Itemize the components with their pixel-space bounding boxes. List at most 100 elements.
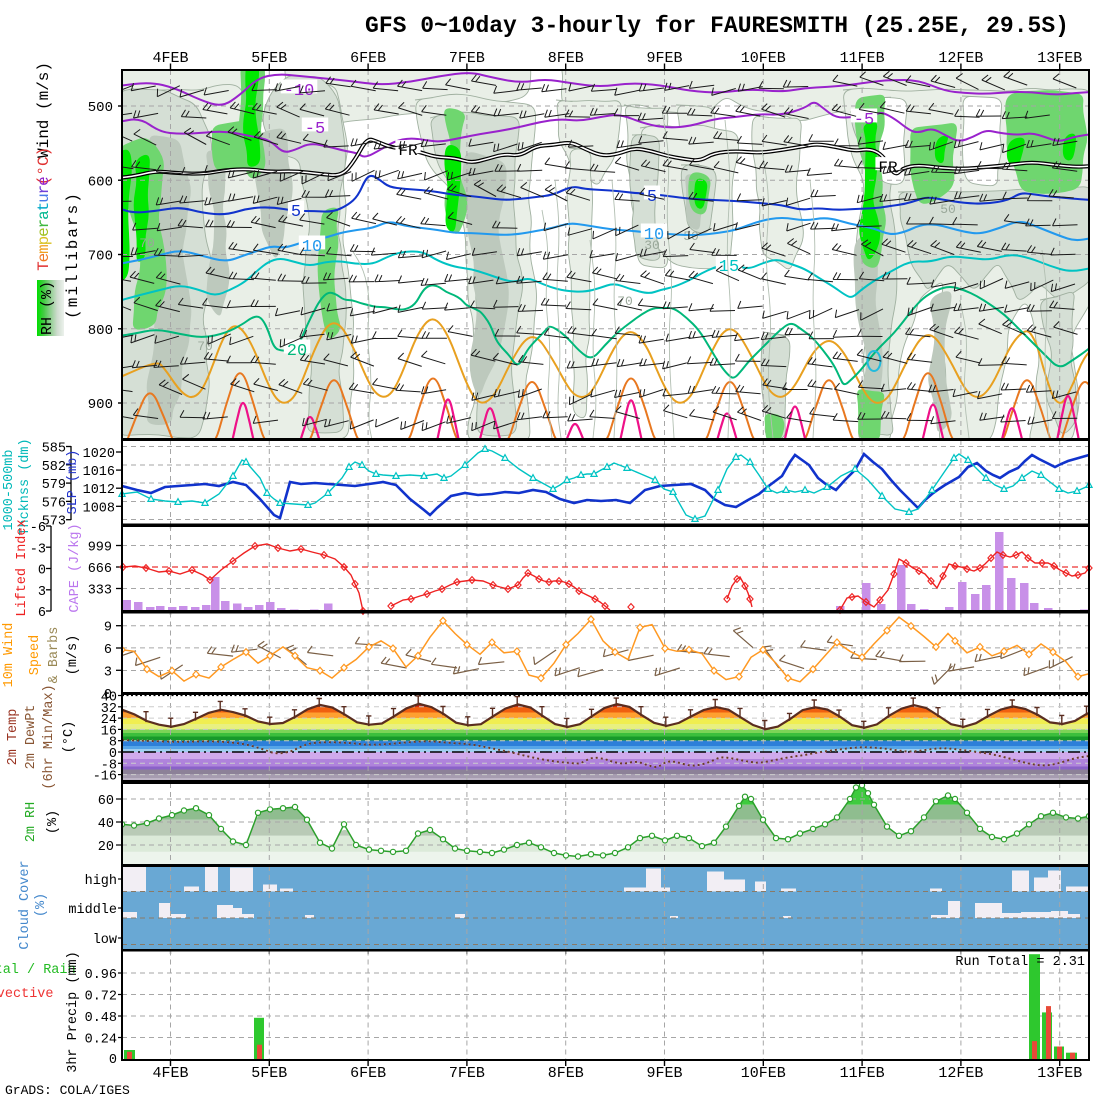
svg-text:24: 24 xyxy=(101,713,117,728)
svg-text:e: e xyxy=(35,253,53,263)
svg-text:0: 0 xyxy=(38,564,46,579)
svg-text:Wind (m/s): Wind (m/s) xyxy=(35,62,53,158)
svg-text:-8: -8 xyxy=(101,758,117,773)
svg-text:0.24: 0.24 xyxy=(85,1032,117,1047)
svg-text:9FEB: 9FEB xyxy=(646,1065,682,1082)
svg-text:70: 70 xyxy=(197,339,213,354)
svg-text:-6: -6 xyxy=(30,521,46,536)
svg-text:600: 600 xyxy=(88,174,113,190)
svg-text:u: u xyxy=(35,193,53,203)
svg-text:(%): (%) xyxy=(46,810,61,834)
svg-text:0.48: 0.48 xyxy=(85,1011,117,1026)
svg-text:-10: -10 xyxy=(284,82,315,101)
svg-text:12FEB: 12FEB xyxy=(938,50,983,67)
svg-text:(m/s): (m/s) xyxy=(66,635,81,676)
svg-text:-5: -5 xyxy=(305,120,325,139)
svg-text:6FEB: 6FEB xyxy=(350,50,386,67)
svg-text:high: high xyxy=(85,874,117,889)
svg-text:579: 579 xyxy=(42,478,66,493)
svg-text:1020: 1020 xyxy=(83,447,115,462)
svg-text:1016: 1016 xyxy=(83,465,115,480)
svg-text:333: 333 xyxy=(88,584,112,599)
svg-text:CAPE (J/kg): CAPE (J/kg) xyxy=(68,523,83,612)
svg-text:m: m xyxy=(35,244,53,254)
svg-text:2m DewPt: 2m DewPt xyxy=(24,705,39,770)
svg-text:(%): (%) xyxy=(34,893,49,917)
svg-text:r: r xyxy=(35,219,53,229)
svg-text:low: low xyxy=(93,933,117,948)
svg-text:30: 30 xyxy=(644,238,660,253)
svg-text:40: 40 xyxy=(98,817,114,832)
svg-text:(°C): (°C) xyxy=(62,721,77,753)
svg-text:3: 3 xyxy=(38,585,46,600)
svg-text:middle: middle xyxy=(68,903,117,918)
svg-text:800: 800 xyxy=(88,323,113,339)
svg-text:GrADS: COLA/IGES: GrADS: COLA/IGES xyxy=(5,1083,130,1098)
svg-text:0.72: 0.72 xyxy=(85,989,117,1004)
svg-text:10FEB: 10FEB xyxy=(741,1065,786,1082)
svg-text:7FEB: 7FEB xyxy=(449,1065,485,1082)
svg-text:Speed: Speed xyxy=(28,635,43,676)
svg-text:10: 10 xyxy=(302,238,322,257)
svg-text:r: r xyxy=(35,185,53,195)
svg-text:4FEB: 4FEB xyxy=(152,1065,188,1082)
svg-text:a: a xyxy=(35,210,53,220)
svg-text:Run Total = 2.31: Run Total = 2.31 xyxy=(955,955,1085,970)
svg-text:8: 8 xyxy=(109,736,117,751)
svg-text:500: 500 xyxy=(88,100,113,116)
svg-text:8FEB: 8FEB xyxy=(548,1065,584,1082)
svg-text:6: 6 xyxy=(38,606,46,621)
svg-text:2m Temp: 2m Temp xyxy=(6,709,21,766)
svg-text:40: 40 xyxy=(101,691,117,706)
svg-text:9FEB: 9FEB xyxy=(646,50,682,67)
svg-text:50: 50 xyxy=(683,229,699,244)
svg-text:Total / Rain: Total / Rain xyxy=(0,963,76,978)
svg-text:Cloud Cover: Cloud Cover xyxy=(18,860,33,949)
svg-text:-16: -16 xyxy=(93,770,117,785)
svg-text:7FEB: 7FEB xyxy=(449,50,485,67)
svg-text:6FEB: 6FEB xyxy=(350,1065,386,1082)
svg-text:5FEB: 5FEB xyxy=(251,50,287,67)
svg-text:0: 0 xyxy=(109,747,117,762)
svg-text:13FEB: 13FEB xyxy=(1037,1065,1082,1082)
svg-text:GFS 0~10day 3-hourly for FAURE: GFS 0~10day 3-hourly for FAURESMITH (25.… xyxy=(365,13,1069,39)
svg-text:70: 70 xyxy=(139,236,155,251)
svg-text:Convective: Convective xyxy=(0,987,54,1002)
svg-text:60: 60 xyxy=(98,794,114,809)
svg-text:8FEB: 8FEB xyxy=(548,50,584,67)
svg-text:585: 585 xyxy=(42,442,66,457)
svg-text:666: 666 xyxy=(88,562,112,577)
svg-text:20: 20 xyxy=(98,840,114,855)
svg-text:9: 9 xyxy=(104,621,112,636)
svg-text:1008: 1008 xyxy=(83,501,115,516)
svg-text:12FEB: 12FEB xyxy=(938,1065,983,1082)
svg-text:999: 999 xyxy=(88,541,112,556)
svg-text:RH (%): RH (%) xyxy=(39,281,56,335)
svg-text:6: 6 xyxy=(104,643,112,658)
svg-text:582: 582 xyxy=(42,460,66,475)
svg-text:50: 50 xyxy=(940,202,956,217)
svg-text:Lifted Index: Lifted Index xyxy=(15,519,30,616)
svg-text:p: p xyxy=(35,236,53,246)
svg-text:& Barbs: & Barbs xyxy=(47,627,62,684)
svg-text:(°C): (°C) xyxy=(35,147,53,185)
svg-text:-5: -5 xyxy=(854,111,874,130)
svg-text:(millibars): (millibars) xyxy=(64,191,82,319)
svg-text:11FEB: 11FEB xyxy=(840,1065,885,1082)
svg-text:0.96: 0.96 xyxy=(85,968,117,983)
svg-text:t: t xyxy=(35,202,53,212)
svg-text:Thcknss (dm): Thcknss (dm) xyxy=(18,438,33,535)
svg-text:900: 900 xyxy=(88,397,113,413)
svg-text:5: 5 xyxy=(291,203,301,222)
svg-text:16: 16 xyxy=(101,724,117,739)
svg-text:e: e xyxy=(35,176,53,186)
svg-text:10FEB: 10FEB xyxy=(741,50,786,67)
svg-text:576: 576 xyxy=(42,496,66,511)
svg-text:-3: -3 xyxy=(30,542,46,557)
svg-text:e: e xyxy=(35,227,53,237)
svg-text:SLP (mb): SLP (mb) xyxy=(66,450,81,515)
svg-text:4FEB: 4FEB xyxy=(152,50,188,67)
svg-text:3hr Precip (mm): 3hr Precip (mm) xyxy=(66,951,81,1073)
svg-text:1000-500mb: 1000-500mb xyxy=(2,449,17,530)
svg-text:13FEB: 13FEB xyxy=(1037,50,1082,67)
